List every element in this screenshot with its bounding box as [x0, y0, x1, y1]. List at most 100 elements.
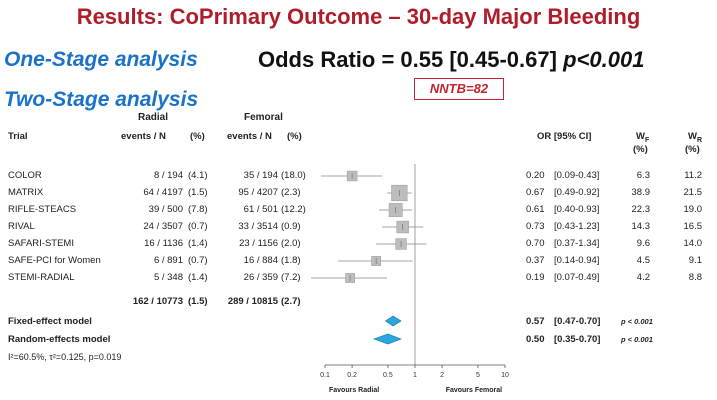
radial-events: 6 / 891: [153, 255, 183, 266]
wr-pct-header: (%): [685, 144, 700, 155]
trial-wf: 6.3: [636, 170, 650, 181]
radial-pct-header: (%): [190, 131, 205, 142]
pooled-diamond: [384, 315, 402, 327]
pooled-diamond: [373, 333, 402, 345]
trial-wf: 22.3: [631, 204, 651, 215]
x-axis-tick-label: 10: [501, 372, 509, 379]
trial-wr: 11.2: [684, 170, 702, 181]
radial-group-header: Radial: [138, 112, 169, 123]
femoral-pct: (2.0): [281, 238, 301, 249]
radial-pct: (1.4): [188, 238, 208, 249]
trial-ci: [0.14-0.94]: [554, 255, 600, 266]
trial-ci: [0.37-1.34]: [554, 238, 600, 249]
pooled-p: p < 0.001: [621, 317, 653, 326]
trial-wr: 16.5: [683, 221, 703, 232]
wf-pct-header: (%): [633, 144, 648, 155]
radial-events: 39 / 500: [148, 204, 183, 215]
pooled-ci: [0.47-0.70]: [554, 316, 601, 327]
two-stage-label: Two-Stage analysis: [4, 88, 199, 111]
trial-name: MATRIX: [8, 187, 44, 198]
femoral-pct-header: (%): [287, 131, 302, 142]
nntb-box: NNTB=82: [414, 78, 504, 100]
odds-ratio-summary: Odds Ratio = 0.55 [0.45-0.67] p<0.001: [258, 47, 644, 73]
trial-or: 0.20: [526, 170, 545, 181]
trial-ci: [0.40-0.93]: [554, 204, 600, 215]
femoral-events: 26 / 359: [243, 272, 278, 283]
wf-header-letter: W: [636, 131, 645, 142]
trial-or: 0.61: [526, 204, 545, 215]
wr-header-letter: W: [688, 131, 697, 142]
trial-or: 0.37: [526, 255, 545, 266]
trial-name: STEMI-RADIAL: [8, 272, 75, 283]
odds-ratio-text: Odds Ratio = 0.55 [0.45-0.67]: [258, 47, 557, 72]
wf-header-sub: F: [644, 136, 650, 144]
trial-or: 0.73: [526, 221, 545, 232]
femoral-events-header: events / N: [227, 131, 272, 142]
trial-or: 0.19: [526, 272, 545, 283]
trial-wf: 38.9: [631, 187, 651, 198]
x-axis-tick-label: 0.1: [320, 372, 330, 379]
radial-pct: (0.7): [188, 255, 208, 266]
trial-ci: [0.49-0.92]: [554, 187, 600, 198]
one-stage-label: One-Stage analysis: [4, 48, 198, 71]
wr-header-sub: R: [696, 136, 703, 144]
femoral-events: 35 / 194: [243, 170, 278, 181]
trial-ci: [0.09-0.43]: [554, 170, 600, 181]
odds-ratio-p-value: p<0.001: [563, 47, 645, 72]
trial-wf: 14.3: [631, 221, 651, 232]
radial-events: 16 / 1136: [144, 238, 183, 249]
femoral-pct: (2.3): [281, 187, 301, 198]
favours-radial-label: Favours Radial: [329, 387, 379, 394]
x-axis-tick-label: 0.2: [347, 372, 357, 379]
trial-name: RIFLE-STEACS: [8, 204, 77, 215]
femoral-pct: (1.8): [281, 255, 301, 266]
or-ci-header: OR [95% CI]: [537, 131, 592, 142]
femoral-events: 23 / 1156: [239, 238, 278, 249]
trial-wr: 19.0: [683, 204, 703, 215]
trial-wr: 21.5: [683, 187, 703, 198]
trial-name: RIVAL: [8, 221, 35, 232]
trial-name: SAFARI-STEMI: [8, 238, 74, 249]
femoral-pct: (0.9): [281, 221, 301, 232]
x-axis-tick-label: 5: [476, 372, 480, 379]
favours-femoral-label: Favours Femoral: [446, 387, 502, 394]
femoral-events: 61 / 501: [243, 204, 278, 215]
femoral-events: 16 / 884: [243, 255, 278, 266]
femoral-pct: (18.0): [281, 170, 306, 181]
trial-wf: 4.5: [636, 255, 650, 266]
wf-header: WF: [636, 131, 649, 144]
trial-wr: 8.8: [688, 272, 702, 283]
radial-pct: (1.4): [188, 272, 208, 283]
trial-or: 0.70: [526, 238, 545, 249]
radial-events-header: events / N: [121, 131, 166, 142]
x-axis-tick-label: 1: [413, 372, 417, 379]
trial-wf: 9.6: [636, 238, 650, 249]
trial-name: COLOR: [8, 170, 42, 181]
radial-events: 5 / 348: [153, 272, 183, 283]
radial-events: 24 / 3507: [143, 221, 183, 232]
femoral-group-header: Femoral: [244, 112, 283, 123]
slide-title: Results: CoPrimary Outcome – 30-day Majo…: [76, 4, 641, 29]
pooled-p: p < 0.001: [621, 335, 653, 344]
femoral-total-pct: (2.7): [281, 296, 301, 307]
trial-wf: 4.2: [636, 272, 650, 283]
pooled-ci: [0.35-0.70]: [554, 334, 601, 345]
femoral-events: 33 / 3514: [238, 221, 278, 232]
heterogeneity-stats: I²=60.5%, τ²=0.125, p=0.019: [8, 352, 122, 362]
x-axis-tick-label: 0.5: [383, 372, 393, 379]
x-axis-tick-label: 2: [440, 372, 444, 379]
wr-header: WR: [688, 131, 702, 144]
radial-events: 64 / 4197: [143, 187, 183, 198]
radial-pct: (1.5): [188, 187, 208, 198]
femoral-total: 289 / 10815: [227, 296, 278, 307]
femoral-pct: (12.2): [281, 204, 306, 215]
radial-pct: (0.7): [188, 221, 208, 232]
radial-events: 8 / 194: [153, 170, 183, 181]
femoral-events: 95 / 4207: [238, 187, 278, 198]
trial-wr: 14.0: [683, 238, 703, 249]
trial-ci: [0.07-0.49]: [554, 272, 600, 283]
pooled-or: 0.57: [526, 316, 545, 327]
trial-header: Trial: [8, 131, 28, 142]
trial-ci: [0.43-1.23]: [554, 221, 600, 232]
